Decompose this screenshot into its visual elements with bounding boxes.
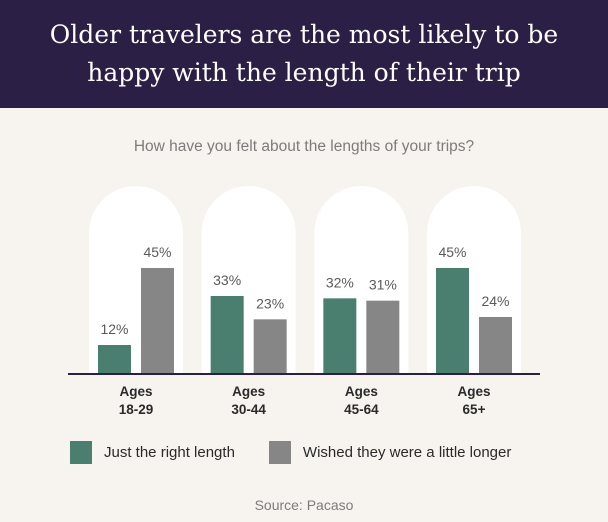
data-label-s1-c1: 23% — [256, 295, 284, 311]
source-note: Source: Pacaso — [254, 497, 354, 513]
category-label-0-line-0: Ages — [119, 384, 152, 399]
legend-item-longer: Wished they were a little longer — [268, 441, 512, 464]
legend: Just the right length Wished they were a… — [70, 441, 545, 464]
category-label-1-line-0: Ages — [232, 384, 265, 399]
bar-s0-c1 — [210, 296, 244, 373]
legend-label-just-right: Just the right length — [104, 444, 235, 461]
bar-s1-c0 — [141, 268, 174, 373]
bar-s1-c1 — [253, 319, 287, 373]
category-label-0-line-1: 18-29 — [119, 402, 154, 417]
legend-swatch-just-right — [70, 441, 92, 464]
data-label-s1-c0: 45% — [143, 244, 171, 260]
category-label-2-line-1: 45-64 — [344, 402, 379, 417]
bar-s0-c2 — [323, 298, 357, 373]
bar-s0-c3 — [436, 268, 470, 373]
category-label-1-line-1: 30-44 — [231, 402, 266, 417]
data-label-s0-c3: 45% — [438, 244, 466, 260]
data-label-s0-c2: 32% — [326, 274, 354, 290]
bar-s0-c0 — [98, 345, 131, 373]
data-label-s1-c3: 24% — [481, 293, 509, 309]
legend-label-longer: Wished they were a little longer — [302, 444, 512, 461]
category-label-3-line-0: Ages — [458, 384, 491, 399]
legend-swatch-longer — [268, 441, 291, 464]
data-label-s0-c1: 33% — [213, 272, 241, 288]
chart-title: Older travelers are the most likely to b… — [49, 20, 559, 87]
header-banner: Older travelers are the most likely to b… — [0, 0, 608, 108]
bar-s1-c3 — [479, 317, 513, 373]
legend-item-just-right: Just the right length — [70, 441, 235, 464]
bar-s1-c2 — [366, 300, 400, 373]
category-label-2-line-0: Ages — [345, 384, 378, 399]
data-label-s0-c0: 12% — [100, 321, 128, 337]
category-label-3-line-1: 65+ — [463, 402, 486, 417]
chart-subtitle: How have you felt about the lengths of y… — [133, 138, 475, 155]
data-label-s1-c2: 31% — [369, 277, 397, 293]
